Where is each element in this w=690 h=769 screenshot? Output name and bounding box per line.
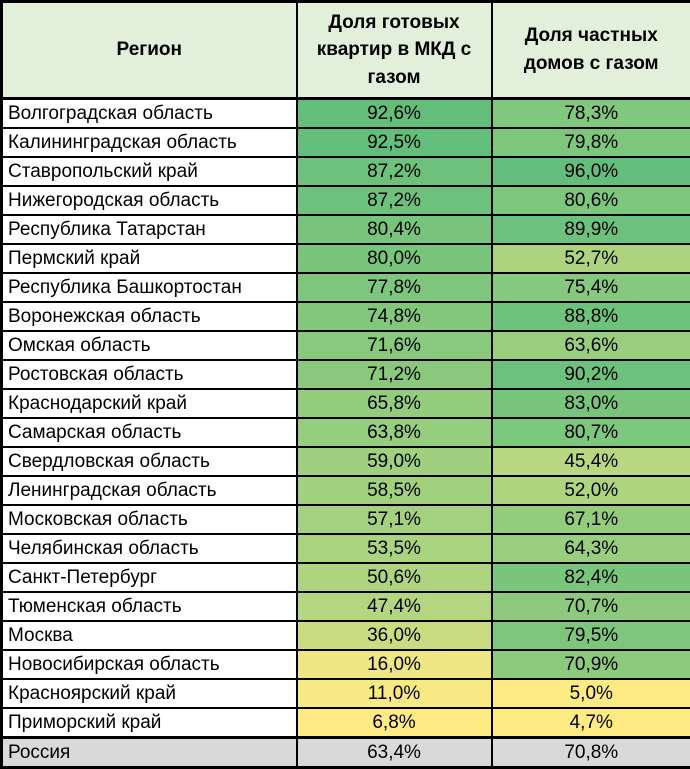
region-name-cell: Ставропольский край <box>0 156 298 187</box>
table-row: Приморский край 6,8% 4,7% <box>0 707 690 739</box>
private-homes-gas-value-cell: 80,7% <box>490 417 690 448</box>
private-homes-gas-value-cell: 70,9% <box>490 649 690 680</box>
private-homes-gas-value-cell: 67,1% <box>490 504 690 535</box>
table-row: Красноярский край 11,0% 5,0% <box>0 678 690 709</box>
region-name-cell: Ленинградская область <box>0 475 298 506</box>
table-row: Калининградская область 92,5% 79,8% <box>0 127 690 158</box>
region-name-cell: Воронежская область <box>0 301 298 332</box>
mkd-gas-value-cell: 6,8% <box>295 707 493 739</box>
table-row: Московская область 57,1% 67,1% <box>0 504 690 535</box>
region-name-cell: Республика Татарстан <box>0 214 298 245</box>
region-name-cell: Санкт-Петербург <box>0 562 298 593</box>
mkd-gas-value-cell: 71,6% <box>295 330 493 361</box>
region-name-cell: Московская область <box>0 504 298 535</box>
header-row: Регион Доля готовых квартир в МКД с газо… <box>0 0 690 100</box>
region-name-cell: Новосибирская область <box>0 649 298 680</box>
region-name-cell: Республика Башкортостан <box>0 272 298 303</box>
mkd-gas-value-cell: 65,8% <box>295 388 493 419</box>
private-homes-gas-value-cell: 5,0% <box>490 678 690 709</box>
region-name-cell: Приморский край <box>0 707 298 739</box>
table-row: Ленинградская область 58,5% 52,0% <box>0 475 690 506</box>
table-body: Волгоградская область 92,6% 78,3% Калинингр… <box>0 97 690 769</box>
table-row: Воронежская область 74,8% 88,8% <box>0 301 690 332</box>
table-row: Челябинская область 53,5% 64,3% <box>0 533 690 564</box>
mkd-gas-value-cell: 50,6% <box>295 562 493 593</box>
private-homes-gas-value-cell: 83,0% <box>490 388 690 419</box>
mkd-gas-value-cell: 74,8% <box>295 301 493 332</box>
table-row: Республика Татарстан 80,4% 89,9% <box>0 214 690 245</box>
region-name-cell: Краснодарский край <box>0 388 298 419</box>
table-row: Самарская область 63,8% 80,7% <box>0 417 690 448</box>
private-homes-gas-value-cell: 70,7% <box>490 591 690 622</box>
private-homes-gas-value-cell: 90,2% <box>490 359 690 390</box>
region-name-cell: Ростовская область <box>0 359 298 390</box>
mkd-gas-value-cell: 80,0% <box>295 243 493 274</box>
total-row: Россия 63,4% 70,8% <box>0 736 690 769</box>
mkd-gas-value-cell: 92,6% <box>295 97 493 129</box>
table-row: Краснодарский край 65,8% 83,0% <box>0 388 690 419</box>
region-name-cell: Челябинская область <box>0 533 298 564</box>
private-homes-gas-value-cell: 80,6% <box>490 185 690 216</box>
mkd-gas-value-cell: 87,2% <box>295 156 493 187</box>
col-header-region: Регион <box>0 0 298 100</box>
private-homes-gas-value-cell: 75,4% <box>490 272 690 303</box>
table-row: Пермский край 80,0% 52,7% <box>0 243 690 274</box>
private-homes-gas-value-cell: 45,4% <box>490 446 690 477</box>
mkd-gas-value-cell: 63,8% <box>295 417 493 448</box>
region-name-cell: Свердловская область <box>0 446 298 477</box>
table-row: Ростовская область 71,2% 90,2% <box>0 359 690 390</box>
table-row: Ставропольский край 87,2% 96,0% <box>0 156 690 187</box>
mkd-gas-value-cell: 80,4% <box>295 214 493 245</box>
table-row: Омская область 71,6% 63,6% <box>0 330 690 361</box>
private-homes-gas-value-cell: 52,0% <box>490 475 690 506</box>
mkd-gas-value-cell: 57,1% <box>295 504 493 535</box>
table-row: Новосибирская область 16,0% 70,9% <box>0 649 690 680</box>
region-name-cell: Тюменская область <box>0 591 298 622</box>
private-homes-gas-value-cell: 82,4% <box>490 562 690 593</box>
region-name-cell: Волгоградская область <box>0 97 298 129</box>
table-row: Москва 36,0% 79,5% <box>0 620 690 651</box>
region-name-cell: Красноярский край <box>0 678 298 709</box>
mkd-gas-value-cell: 47,4% <box>295 591 493 622</box>
private-homes-gas-value-cell: 89,9% <box>490 214 690 245</box>
region-name-cell: Москва <box>0 620 298 651</box>
mkd-gas-value-cell: 58,5% <box>295 475 493 506</box>
mkd-gas-value-cell: 92,5% <box>295 127 493 158</box>
col-header-private-homes-gas-share: Доля частных домов с газом <box>490 0 690 100</box>
total-label-cell: Россия <box>0 736 298 769</box>
private-homes-gas-value-cell: 52,7% <box>490 243 690 274</box>
private-homes-gas-value-cell: 79,8% <box>490 127 690 158</box>
mkd-gas-value-cell: 63,4% <box>295 736 493 769</box>
table-header: Регион Доля готовых квартир в МКД с газо… <box>0 0 690 100</box>
mkd-gas-value-cell: 87,2% <box>295 185 493 216</box>
region-name-cell: Калининградская область <box>0 127 298 158</box>
mkd-gas-value-cell: 77,8% <box>295 272 493 303</box>
region-name-cell: Омская область <box>0 330 298 361</box>
private-homes-gas-value-cell: 88,8% <box>490 301 690 332</box>
mkd-gas-value-cell: 59,0% <box>295 446 493 477</box>
table-row: Нижегородская область 87,2% 80,6% <box>0 185 690 216</box>
private-homes-gas-value-cell: 64,3% <box>490 533 690 564</box>
mkd-gas-value-cell: 16,0% <box>295 649 493 680</box>
mkd-gas-value-cell: 11,0% <box>295 678 493 709</box>
mkd-gas-value-cell: 71,2% <box>295 359 493 390</box>
table-row: Санкт-Петербург 50,6% 82,4% <box>0 562 690 593</box>
private-homes-gas-value-cell: 78,3% <box>490 97 690 129</box>
col-header-mkd-gas-share: Доля готовых квартир в МКД с газом <box>295 0 493 100</box>
table-row: Республика Башкортостан 77,8% 75,4% <box>0 272 690 303</box>
private-homes-gas-value-cell: 79,5% <box>490 620 690 651</box>
table-row: Свердловская область 59,0% 45,4% <box>0 446 690 477</box>
private-homes-gas-value-cell: 63,6% <box>490 330 690 361</box>
region-name-cell: Самарская область <box>0 417 298 448</box>
private-homes-gas-value-cell: 4,7% <box>490 707 690 739</box>
table-row: Волгоградская область 92,6% 78,3% <box>0 97 690 129</box>
mkd-gas-value-cell: 53,5% <box>295 533 493 564</box>
mkd-gas-value-cell: 36,0% <box>295 620 493 651</box>
private-homes-gas-value-cell: 96,0% <box>490 156 690 187</box>
table-row: Тюменская область 47,4% 70,7% <box>0 591 690 622</box>
region-name-cell: Пермский край <box>0 243 298 274</box>
private-homes-gas-value-cell: 70,8% <box>490 736 690 769</box>
region-name-cell: Нижегородская область <box>0 185 298 216</box>
